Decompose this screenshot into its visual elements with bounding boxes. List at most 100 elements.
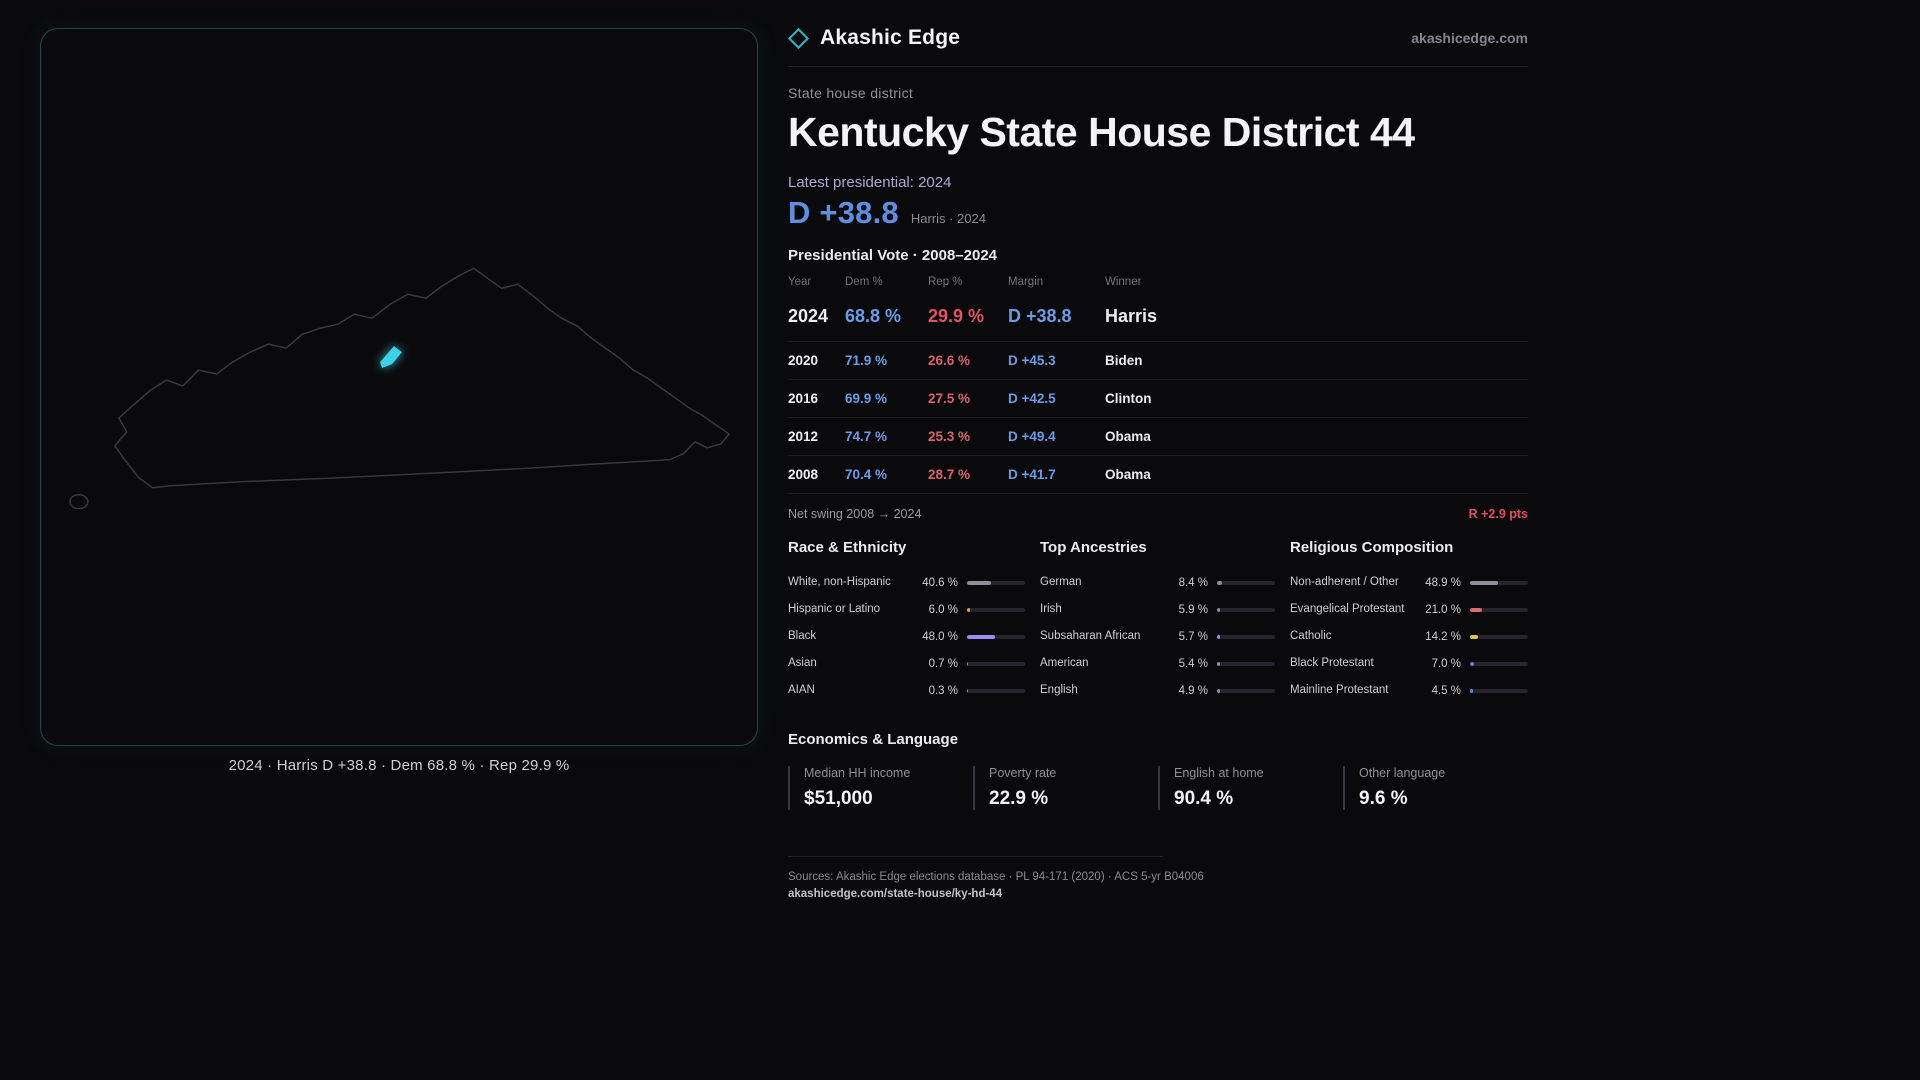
bar-track (1217, 580, 1275, 585)
bar-track (967, 688, 1025, 693)
demo-row: White, non-Hispanic 40.6 % (788, 570, 1025, 595)
demo-row: Asian 0.7 % (788, 651, 1025, 676)
bar-fill (1470, 661, 1475, 666)
demo-value: 6.0 % (928, 603, 958, 616)
demo-row: AIAN 0.3 % (788, 678, 1025, 703)
rep-cell: 29.9 % (928, 306, 985, 326)
report-column: Akashic Edge akashicedge.com State house… (787, 0, 1528, 902)
bar-fill (1470, 688, 1473, 693)
demo-value: 4.9 % (1178, 684, 1208, 697)
vote-table-title: Presidential Vote · 2008–2024 (788, 247, 998, 264)
stat-label: Other language (1359, 766, 1446, 780)
bar-track (967, 580, 1025, 585)
demo-row: Mainline Protestant 4.5 % (1290, 678, 1528, 703)
ancestries-column: Top Ancestries German 8.4 % Irish 5.9 % … (1040, 539, 1275, 705)
bar-track (967, 607, 1025, 612)
religion-title: Religious Composition (1290, 539, 1454, 556)
bar-track (1470, 634, 1528, 639)
demo-value: 8.4 % (1178, 576, 1208, 589)
demo-row: German 8.4 % (1040, 570, 1275, 595)
brand-domain-link[interactable]: akashicedge.com (1411, 30, 1528, 46)
demo-row: Hispanic or Latino 6.0 % (788, 597, 1025, 622)
demo-row: Evangelical Protestant 21.0 % (1290, 597, 1528, 622)
bar-fill (1217, 688, 1220, 693)
demo-row: Black 48.0 % (788, 624, 1025, 649)
stat-value: 9.6 % (1359, 788, 1408, 809)
col-year: Year (788, 276, 812, 288)
margin-cell: D +49.4 (1008, 429, 1056, 444)
net-swing-row: Net swing 2008 → 2024 R +2.9 pts (788, 507, 1528, 521)
winner-cell: Obama (1105, 429, 1151, 444)
table-row: 2012 74.7 % 25.3 % D +49.4 Obama (788, 418, 1528, 456)
table-row: 2020 71.9 % 26.6 % D +45.3 Biden (788, 342, 1528, 380)
winner-cell: Harris (1105, 306, 1158, 326)
demo-label: Black Protestant (1290, 657, 1374, 670)
table-row: 2016 69.9 % 27.5 % D +42.5 Clinton (788, 380, 1528, 418)
winner-cell: Biden (1105, 353, 1143, 368)
col-rep: Rep % (928, 276, 963, 288)
demo-row: English 4.9 % (1040, 678, 1275, 703)
demo-label: Evangelical Protestant (1290, 603, 1405, 616)
brand-header: Akashic Edge akashicedge.com (787, 0, 1528, 67)
demo-value: 0.3 % (928, 684, 958, 697)
bar-fill (967, 607, 971, 612)
district-type-kicker: State house district (788, 85, 914, 101)
stat-label: Median HH income (804, 766, 911, 780)
bar-fill (1217, 607, 1221, 612)
diamond-logo-icon (787, 27, 810, 49)
rep-cell: 28.7 % (928, 467, 971, 482)
swing-value: R +2.9 pts (1468, 507, 1528, 521)
demo-value: 40.6 % (922, 576, 958, 589)
year-cell: 2012 (788, 429, 819, 444)
stat-poverty-rate: Poverty rate 22.9 % (973, 766, 1158, 810)
table-row: 2008 70.4 % 28.7 % D +41.7 Obama (788, 456, 1528, 494)
demo-label: Subsaharan African (1040, 630, 1141, 643)
demo-label: White, non-Hispanic (788, 576, 891, 589)
year-cell: 2008 (788, 467, 819, 482)
bar-track (967, 661, 1025, 666)
bar-fill (1470, 580, 1499, 585)
race-ethnicity-column: Race & Ethnicity White, non-Hispanic 40.… (788, 539, 1025, 705)
demo-label: Irish (1040, 603, 1062, 616)
footer-divider (788, 856, 1163, 857)
district-marker (380, 346, 402, 369)
demo-value: 21.0 % (1425, 603, 1461, 616)
demo-row: American 5.4 % (1040, 651, 1275, 676)
stat-label: Poverty rate (989, 766, 1057, 780)
demo-label: AIAN (788, 684, 815, 697)
margin-cell: D +45.3 (1008, 353, 1056, 368)
demo-label: English (1040, 684, 1078, 697)
demo-value: 48.0 % (922, 630, 958, 643)
demo-value: 7.0 % (1431, 657, 1461, 670)
headline-margin: D +38.8 Harris · 2024 (788, 195, 1528, 231)
demo-row: Subsaharan African 5.7 % (1040, 624, 1275, 649)
demo-value: 5.4 % (1178, 657, 1208, 670)
demo-row: Non-adherent / Other 48.9 % (1290, 570, 1528, 595)
dem-cell: 68.8 % (845, 306, 902, 326)
race-title: Race & Ethnicity (788, 539, 907, 556)
dem-cell: 69.9 % (845, 391, 888, 406)
stat-value: 90.4 % (1174, 788, 1234, 809)
dem-cell: 71.9 % (845, 353, 888, 368)
bar-fill (967, 580, 991, 585)
map-caption: 2024 · Harris D +38.8 · Dem 68.8 % · Rep… (228, 757, 570, 774)
year-cell: 2016 (788, 391, 819, 406)
demo-row: Irish 5.9 % (1040, 597, 1275, 622)
demographics-section: Race & Ethnicity White, non-Hispanic 40.… (788, 539, 1528, 705)
bar-track (1217, 634, 1275, 639)
bar-track (1470, 607, 1528, 612)
kentucky-outline (69, 267, 730, 510)
demo-value: 5.7 % (1178, 630, 1208, 643)
demo-label: German (1040, 576, 1082, 589)
district-map-panel (40, 28, 758, 746)
margin-subtext: Harris · 2024 (910, 211, 986, 226)
table-row: 2024 68.8 % 29.9 % D +38.8 Harris (788, 296, 1528, 342)
demo-label: American (1040, 657, 1089, 670)
rep-cell: 27.5 % (928, 391, 971, 406)
winner-cell: Clinton (1105, 391, 1152, 406)
bar-fill (967, 634, 995, 639)
vote-table-header: Year Dem % Rep % Margin Winner (788, 276, 1528, 296)
year-cell: 2020 (788, 353, 819, 368)
permalink[interactable]: akashicedge.com/state-house/ky-hd-44 (788, 888, 1003, 900)
